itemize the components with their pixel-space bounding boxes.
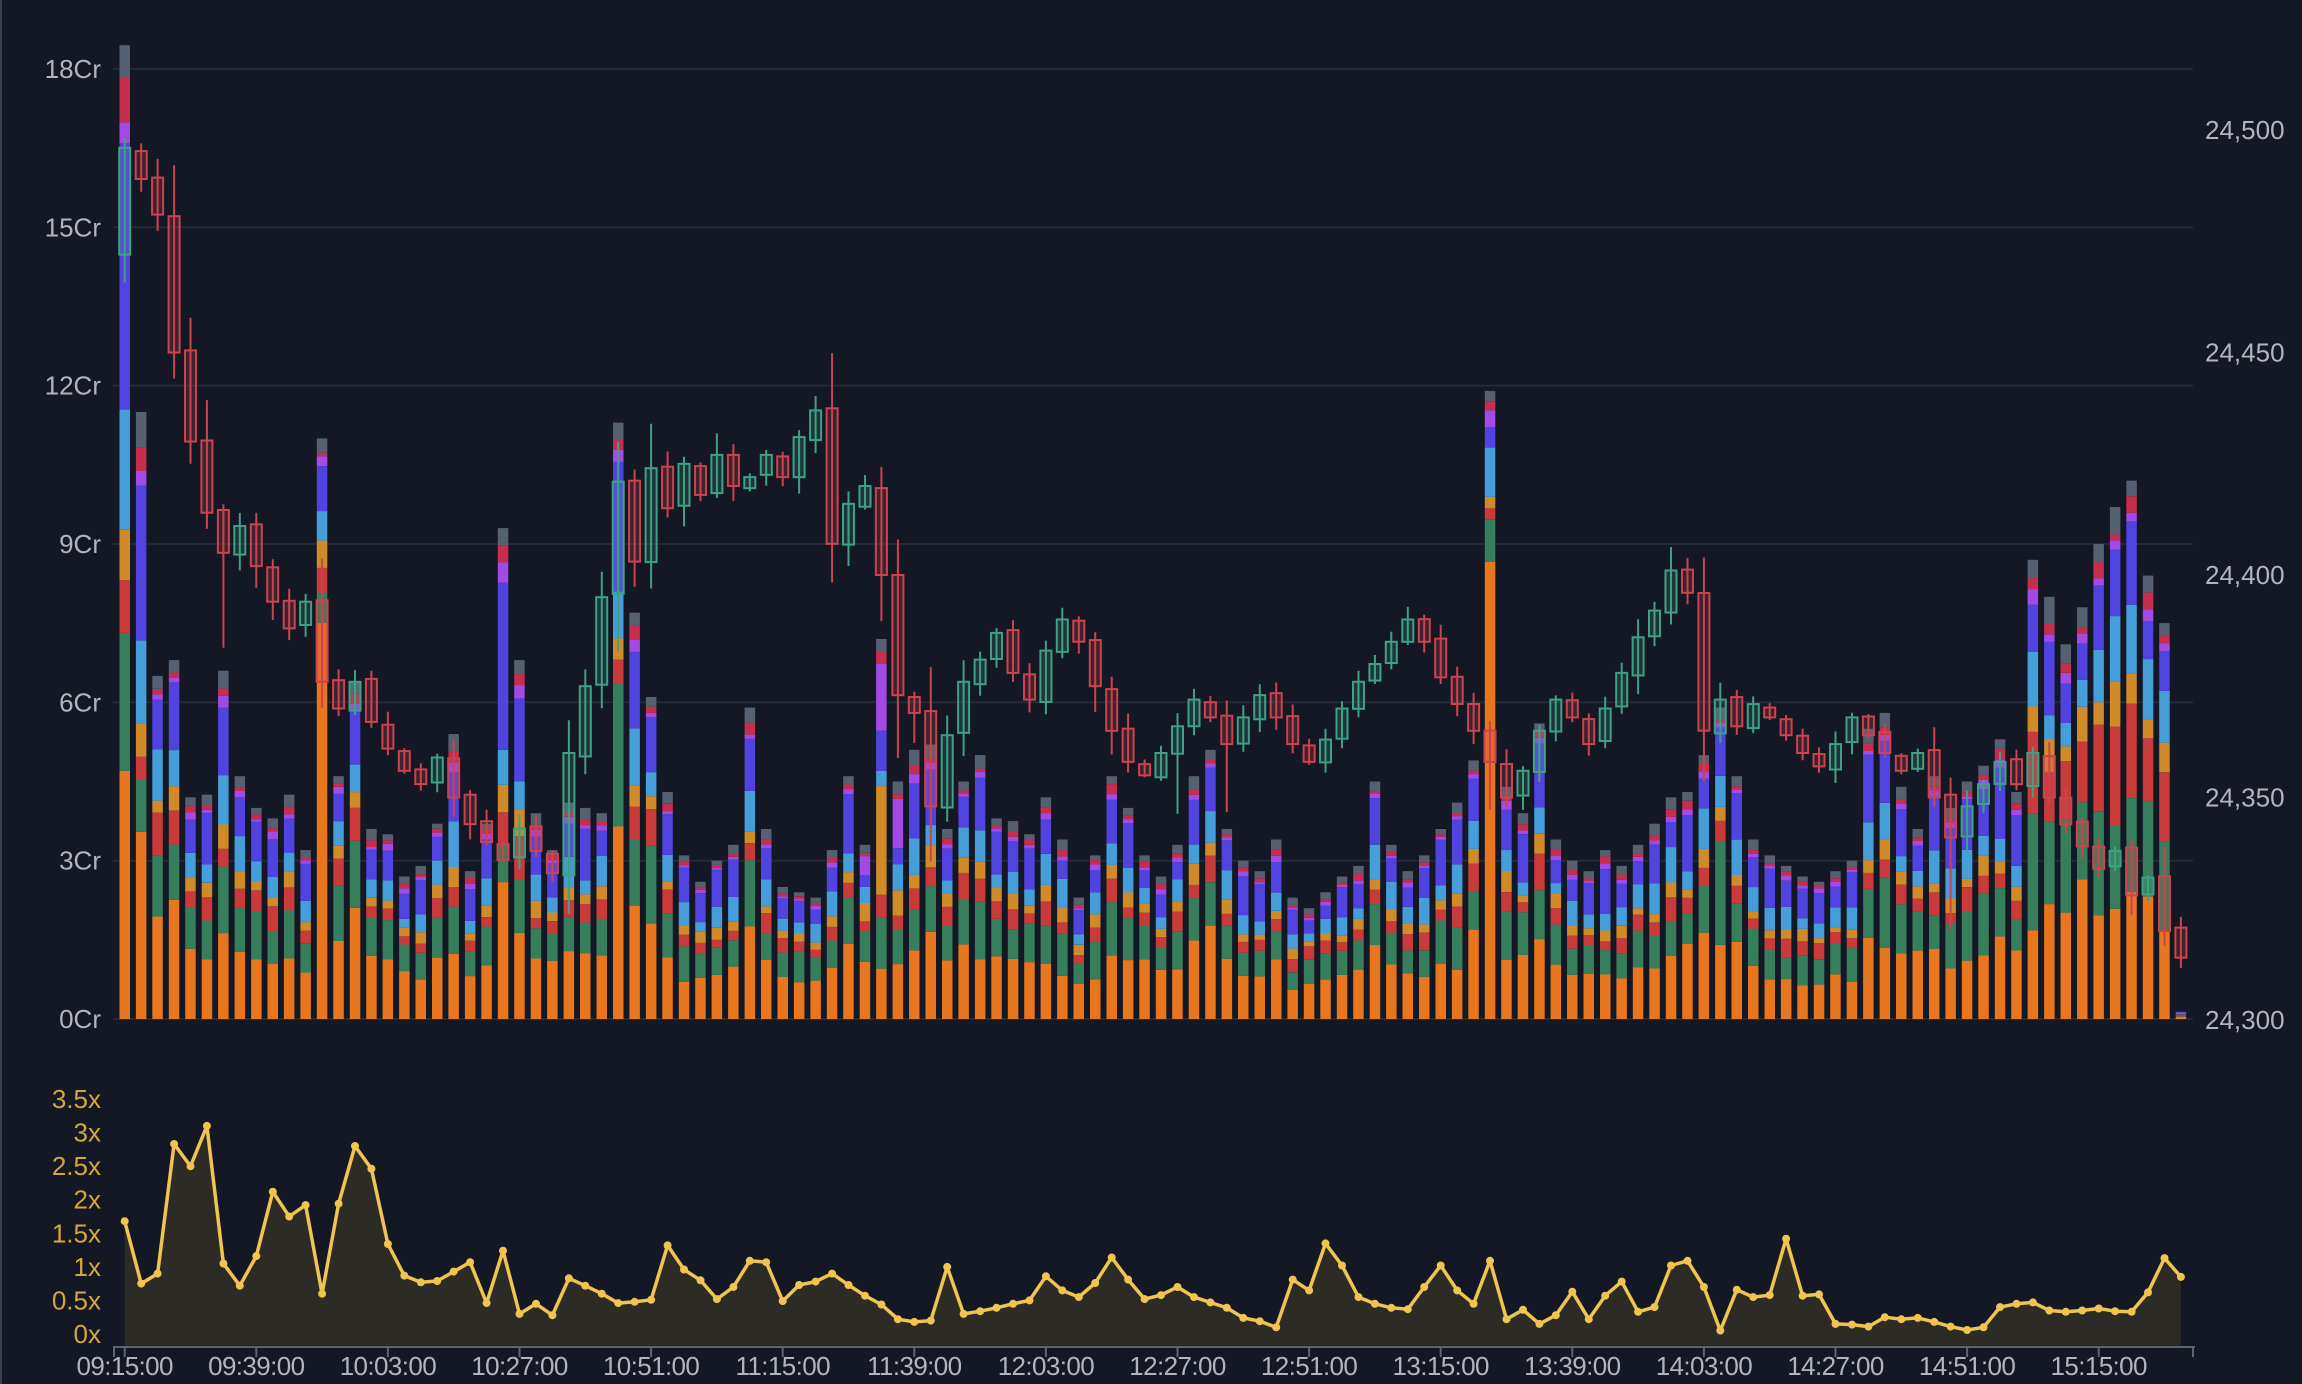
svg-text:9Cr: 9Cr	[59, 529, 101, 559]
svg-text:15:15:00: 15:15:00	[2050, 1351, 2147, 1381]
svg-text:11:15:00: 11:15:00	[735, 1351, 830, 1381]
svg-text:10:03:00: 10:03:00	[340, 1351, 437, 1381]
svg-text:12:27:00: 12:27:00	[1129, 1351, 1226, 1381]
svg-text:0.5x: 0.5x	[52, 1285, 101, 1315]
svg-text:2.5x: 2.5x	[52, 1151, 101, 1181]
svg-text:14:51:00: 14:51:00	[1919, 1351, 2016, 1381]
svg-text:3x: 3x	[74, 1118, 101, 1148]
svg-text:24,500: 24,500	[2205, 115, 2285, 145]
svg-text:0x: 0x	[74, 1319, 101, 1349]
svg-text:10:51:00: 10:51:00	[603, 1351, 700, 1381]
svg-text:12:51:00: 12:51:00	[1261, 1351, 1358, 1381]
svg-text:10:27:00: 10:27:00	[471, 1351, 568, 1381]
svg-text:12:03:00: 12:03:00	[998, 1351, 1095, 1381]
svg-text:1x: 1x	[74, 1252, 101, 1282]
svg-text:2x: 2x	[74, 1185, 101, 1215]
svg-text:14:03:00: 14:03:00	[1656, 1351, 1753, 1381]
svg-text:24,350: 24,350	[2205, 783, 2285, 813]
svg-text:14:27:00: 14:27:00	[1787, 1351, 1884, 1381]
svg-text:09:39:00: 09:39:00	[208, 1351, 305, 1381]
svg-text:15Cr: 15Cr	[45, 212, 102, 242]
svg-text:11:39:00: 11:39:00	[867, 1351, 962, 1381]
svg-text:13:39:00: 13:39:00	[1524, 1351, 1621, 1381]
svg-text:3.5x: 3.5x	[52, 1084, 101, 1114]
svg-text:24,450: 24,450	[2205, 338, 2285, 368]
svg-text:13:15:00: 13:15:00	[1392, 1351, 1489, 1381]
svg-text:24,300: 24,300	[2205, 1005, 2285, 1035]
svg-text:24,400: 24,400	[2205, 560, 2285, 590]
svg-text:09:15:00: 09:15:00	[76, 1351, 173, 1381]
svg-text:18Cr: 18Cr	[45, 54, 102, 84]
svg-text:0Cr: 0Cr	[59, 1004, 101, 1034]
svg-text:1.5x: 1.5x	[52, 1218, 101, 1248]
svg-text:6Cr: 6Cr	[59, 687, 101, 717]
svg-text:3Cr: 3Cr	[59, 846, 101, 876]
svg-text:12Cr: 12Cr	[45, 371, 102, 401]
